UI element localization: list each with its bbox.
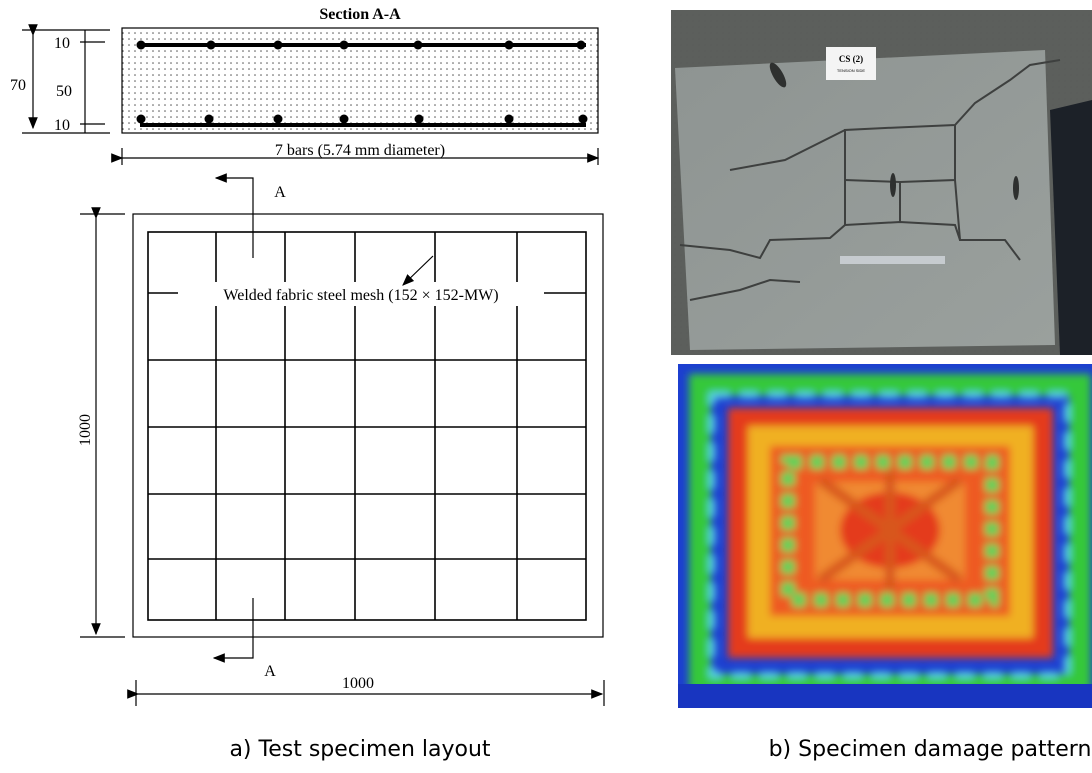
dim-label: 1000 [342,675,374,692]
caption: b) Specimen damage pattern [769,737,1092,762]
sign-text: TENSION SIDE [837,68,866,73]
cut-label: A [264,663,276,680]
plan-view: Welded fabric steel mesh (152 × 152-MW) … [77,178,604,706]
dim-label: 10 [54,117,70,134]
dim-label: 1000 [77,414,94,446]
cut-label: A [274,184,286,201]
figure: Section A-A 10 70 50 10 7 bars (5.74 mm … [0,0,1092,773]
bars-note: 7 bars (5.74 mm diameter) [275,142,445,159]
section-view: Section A-A 10 70 50 10 7 bars (5.74 mm … [10,6,598,165]
damage-contour [678,364,1092,708]
damage-photo: CS (2) TENSION SIDE [671,10,1092,355]
caption: a) Test specimen layout [229,737,490,762]
dim-label: 70 [10,77,26,94]
mesh-note: Welded fabric steel mesh (152 × 152-MW) [223,287,498,304]
dim-label: 50 [56,83,72,100]
sign-text: CS (2) [839,54,863,64]
dim-label: 10 [54,35,70,52]
section-title: Section A-A [319,6,401,23]
